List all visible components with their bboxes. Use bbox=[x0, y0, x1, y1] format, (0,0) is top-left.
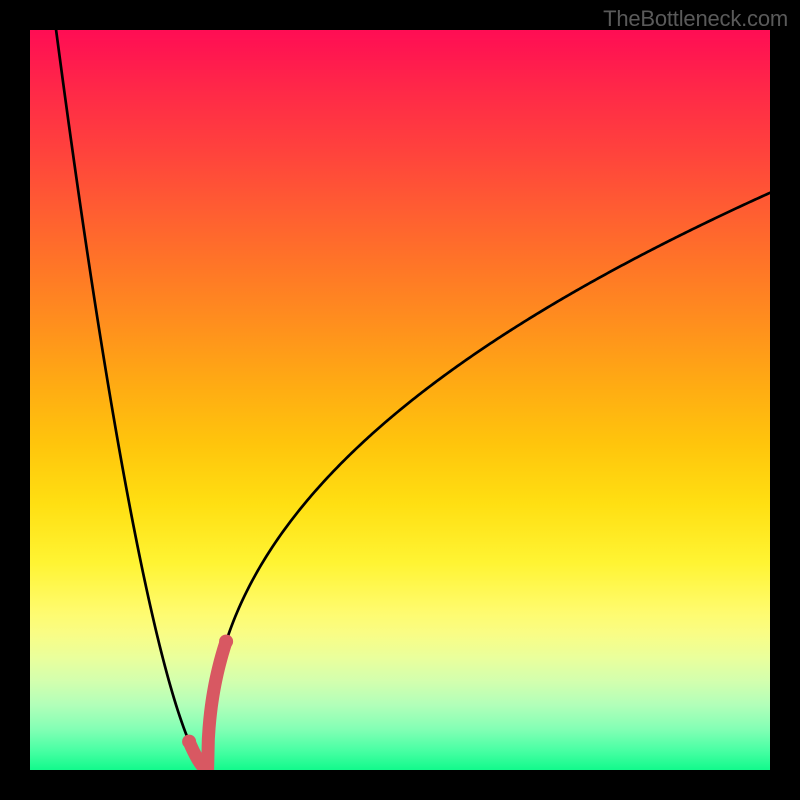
chart-container: TheBottleneck.com bbox=[0, 0, 800, 800]
gradient-bg bbox=[30, 30, 770, 770]
watermark-text: TheBottleneck.com bbox=[603, 6, 788, 32]
optimum-dot-right bbox=[219, 635, 233, 649]
bottleneck-plot bbox=[0, 0, 800, 800]
optimum-dot-left bbox=[182, 735, 196, 749]
